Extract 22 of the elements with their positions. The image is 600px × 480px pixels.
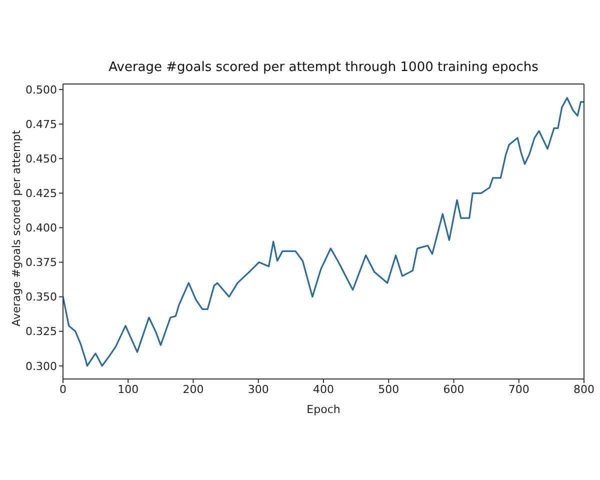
y-tick-label: 0.500 [26, 83, 57, 96]
y-tick-label: 0.400 [26, 222, 57, 235]
y-tick-label: 0.350 [26, 290, 57, 304]
x-tick-label: 800 [574, 382, 594, 396]
x-tick-label: 500 [378, 382, 400, 396]
y-tick-label: 0.375 [26, 256, 57, 270]
y-tick-label: 0.300 [26, 360, 57, 373]
x-tick-label: 0 [60, 382, 66, 396]
x-tick-label: 200 [182, 382, 204, 396]
y-tick-label: 0.450 [26, 152, 57, 166]
x-tick-label: 100 [118, 382, 139, 396]
x-axis-title: Epoch [306, 403, 340, 416]
x-tick-label: 700 [508, 382, 530, 396]
y-tick-label: 0.475 [26, 118, 57, 131]
chart-title: Average #goals scored per attempt through 1000 training epochs [108, 60, 540, 75]
line-series [63, 97, 584, 367]
y-tick-label: 0.325 [26, 325, 57, 338]
x-tick-label: 400 [313, 382, 334, 396]
x-tick-label: 300 [248, 382, 269, 396]
y-tick-label: 0.425 [26, 187, 57, 200]
y-axis-title: Average #goals scored per attempt [10, 129, 23, 326]
x-tick-label: 600 [443, 382, 464, 396]
